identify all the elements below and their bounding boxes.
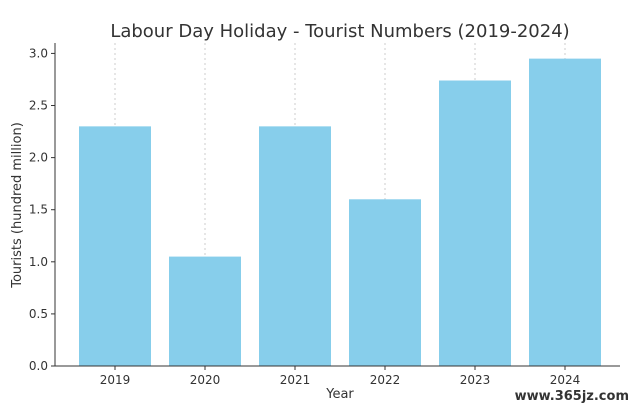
bar-2024 xyxy=(529,58,601,367)
bar-2019 xyxy=(79,126,151,367)
y-axis-label: Tourists (hundred million) xyxy=(10,122,25,289)
bar-2023 xyxy=(439,80,511,366)
x-tick-label-2023: 2023 xyxy=(460,373,491,387)
x-tick-label-2020: 2020 xyxy=(190,373,221,387)
y-tick-label: 2.0 xyxy=(29,151,48,165)
x-tick-label-2022: 2022 xyxy=(370,373,401,387)
x-tick-label-2019: 2019 xyxy=(100,373,131,387)
bars xyxy=(79,58,601,367)
y-tick-label: 3.0 xyxy=(29,46,48,60)
x-tick-label-2024: 2024 xyxy=(550,373,581,387)
axes xyxy=(54,43,620,367)
y-tick-label: 1.5 xyxy=(29,203,48,217)
bar-2020 xyxy=(169,256,241,366)
x-axis-label: Year xyxy=(325,387,354,402)
watermark: www.365jz.com xyxy=(509,387,634,406)
x-tick-label-2021: 2021 xyxy=(280,373,311,387)
bar-2021 xyxy=(259,126,331,367)
y-tick-label: 2.5 xyxy=(29,99,48,113)
y-tick-label: 1.0 xyxy=(29,255,48,269)
y-tick-label: 0.0 xyxy=(29,359,48,373)
y-ticks: 0.0 0.5 1.0 1.5 2.0 2.5 3.0 xyxy=(29,46,55,373)
chart-title: Labour Day Holiday - Tourist Numbers (20… xyxy=(110,21,569,42)
x-ticks: 2019 2020 2021 2022 2023 2024 xyxy=(100,366,581,387)
y-tick-label: 0.5 xyxy=(29,307,48,321)
bar-2022 xyxy=(349,199,421,366)
